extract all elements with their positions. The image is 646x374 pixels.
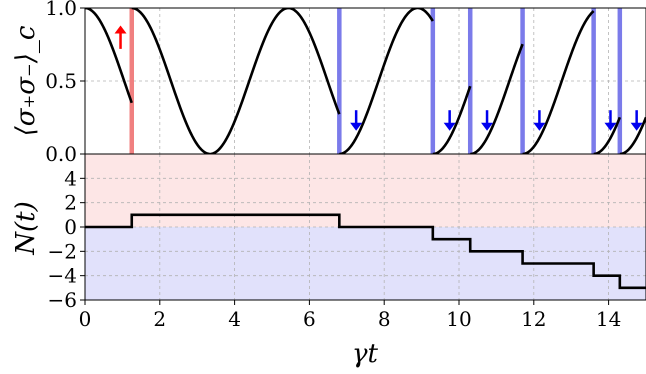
tick-label-y: 0.5: [45, 69, 77, 93]
x-ticks: 0 2 4 6 8 10 12 14: [79, 300, 621, 331]
tick-label-y: 0: [64, 215, 77, 239]
arrow-up-head: [114, 25, 127, 34]
step-line: [85, 213, 646, 290]
curve-segment: [432, 85, 472, 154]
curve-segment: [522, 10, 595, 154]
curve-segment: [85, 8, 133, 104]
arrow-down-head: [630, 122, 643, 131]
tick-label-y: −2: [48, 239, 77, 263]
bottom-y-axis-label: N(t): [11, 201, 41, 256]
top-y-ticks: 0.0 0.5 1.0: [45, 0, 85, 166]
curve-segment: [131, 8, 341, 154]
x-axis-label: γt: [352, 339, 379, 369]
arrow-down-head: [350, 122, 363, 131]
tick-label-x: 8: [378, 307, 391, 331]
tick-label-y: 1.0: [45, 0, 77, 20]
correlation-curves: [85, 8, 646, 154]
top-grid: [85, 7, 646, 155]
jump-arrows: [114, 25, 643, 131]
tick-label-x: 12: [521, 307, 546, 331]
curve-segment: [593, 116, 622, 154]
tick-label-x: 10: [446, 307, 471, 331]
tick-label-x: 6: [303, 307, 316, 331]
tick-label-y: −4: [48, 264, 77, 288]
tick-label-x: 4: [228, 307, 241, 331]
top-y-axis-label: ⟨σ₊σ₋⟩_c: [11, 25, 41, 136]
counting-step-curve: [85, 213, 646, 290]
tick-label-x: 2: [153, 307, 166, 331]
tick-label-x: 14: [596, 307, 621, 331]
tick-label-y: −6: [48, 288, 77, 312]
arrow-down-head: [481, 122, 494, 131]
curve-segment: [470, 43, 524, 154]
curve-segment: [619, 116, 646, 154]
tick-label-y: 2: [64, 191, 77, 215]
tick-label-y: 0.0: [45, 142, 77, 166]
arrow-down-head: [533, 122, 546, 131]
tick-label-y: 4: [64, 166, 77, 190]
arrow-down-head: [443, 122, 456, 131]
jump-events: [129, 8, 623, 154]
tick-label-x: 0: [79, 307, 92, 331]
arrow-down-head: [604, 122, 617, 131]
